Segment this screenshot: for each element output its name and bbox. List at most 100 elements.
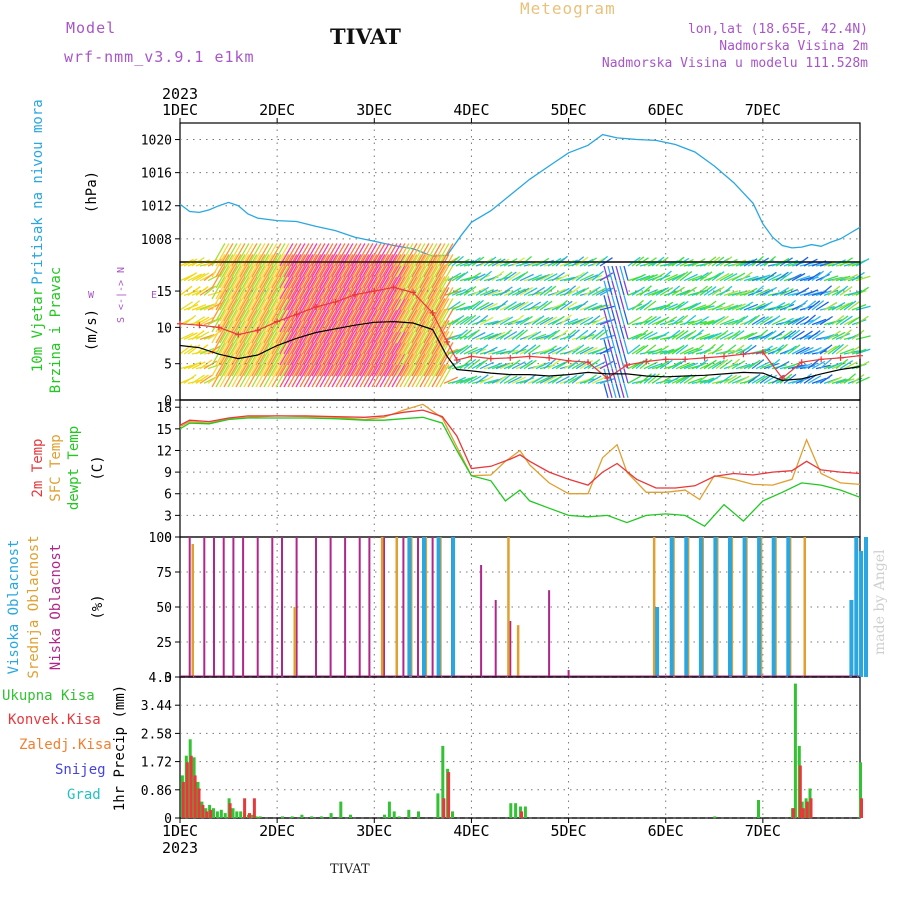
wind-barb — [263, 320, 278, 344]
wind-barb — [531, 315, 545, 326]
panel-frame — [179, 122, 861, 263]
wind-barb — [467, 375, 482, 384]
wind-barb — [807, 375, 822, 384]
wind-barb — [483, 378, 499, 384]
wind-barb — [735, 315, 749, 326]
wind-barb — [743, 287, 758, 296]
wind-barb — [647, 373, 660, 384]
wind-barb — [591, 304, 607, 311]
wind-barb — [535, 273, 550, 282]
wind-barb — [239, 265, 254, 289]
wind-barb — [315, 364, 330, 388]
wind-barb — [319, 254, 334, 278]
wind-barb — [539, 375, 554, 384]
wind-barb — [823, 301, 838, 311]
wind-barb — [307, 342, 322, 366]
wind-gust-marker — [526, 353, 533, 360]
wind-barb — [179, 285, 193, 296]
wind-barb — [467, 329, 480, 340]
wind-barb — [275, 298, 290, 322]
wind-barb — [839, 360, 854, 370]
wind-barb — [343, 298, 358, 322]
wind-barb — [595, 304, 611, 311]
time-tick-label-top: 7DEC — [745, 101, 781, 119]
wind-barb — [711, 316, 726, 326]
wind-barb — [783, 345, 797, 355]
wind-barb — [283, 364, 298, 388]
wind-barb — [787, 317, 802, 326]
wind-barb — [603, 339, 609, 354]
wind-barb — [819, 344, 833, 355]
wind-barb — [439, 254, 454, 278]
low-cloud-bar — [256, 537, 259, 677]
wind-barb — [375, 331, 390, 355]
wind-barb — [751, 285, 765, 296]
temp-tick-label: 12 — [156, 444, 172, 459]
conv-precip-bar — [442, 798, 446, 818]
wind-barb — [611, 324, 617, 340]
wind-barb — [403, 276, 418, 300]
wind-barb — [835, 315, 849, 326]
wind-barb — [495, 316, 510, 326]
wind-barb — [263, 265, 278, 289]
wind-barb — [191, 316, 206, 326]
wind-barb — [847, 345, 861, 355]
wind-barb — [559, 300, 573, 311]
low-cloud-bar — [480, 565, 483, 677]
wind-barb — [215, 309, 230, 333]
time-tick-label-top: 2DEC — [259, 101, 295, 119]
wind-barb — [731, 330, 745, 340]
wind-barb — [563, 318, 579, 326]
wind-barb — [551, 361, 566, 370]
year-label-bottom: 2023 — [162, 839, 198, 857]
wind-barb — [851, 303, 867, 311]
wind-barb — [631, 273, 646, 282]
low-cloud-bar — [548, 590, 551, 677]
wind-barb — [483, 346, 498, 355]
wind-barb — [331, 320, 346, 344]
wind-barb — [219, 276, 234, 300]
low-cloud-axis-label: Niska Oblacnost — [48, 544, 64, 670]
wind-barb — [467, 347, 483, 355]
wind-barb — [315, 342, 330, 366]
wind-barb — [511, 329, 525, 340]
wind-barb — [291, 298, 306, 322]
wind-barb — [667, 361, 682, 370]
wind-barb — [355, 309, 370, 333]
wind-barb — [823, 345, 837, 355]
wind-barb — [443, 376, 458, 384]
wind-barb — [663, 273, 678, 282]
wind-barb — [211, 276, 226, 300]
wind-barb — [227, 309, 242, 333]
wind-barb — [619, 353, 625, 369]
wind-barb — [503, 301, 517, 311]
wind-barb — [803, 258, 818, 267]
wind-barb — [707, 360, 722, 370]
wind-gust-marker — [429, 309, 436, 316]
wind-barb — [459, 358, 473, 370]
wind-barb — [215, 320, 230, 344]
wind-barb — [379, 320, 394, 344]
total-precip-bar — [223, 813, 227, 818]
wind-barb — [307, 353, 322, 377]
wind-barb — [347, 265, 362, 289]
wind-barb — [371, 353, 386, 377]
wind-barb — [827, 362, 843, 370]
wind-barb — [579, 273, 594, 282]
wind-barb — [407, 364, 422, 388]
wind-barb — [295, 276, 310, 300]
wind-barb — [743, 331, 758, 340]
wind-barb — [231, 331, 246, 355]
wind-barb — [223, 265, 238, 289]
wind-barb — [423, 254, 438, 278]
wind-barb — [571, 256, 585, 267]
wind-barb — [383, 331, 398, 355]
wind-barb — [523, 359, 537, 370]
wind-barb — [499, 361, 514, 370]
wind-barb — [287, 342, 302, 366]
wind-barb — [523, 344, 537, 355]
wind-barb — [347, 276, 362, 300]
wind-gust-marker — [604, 375, 611, 382]
wind-barb — [343, 276, 358, 300]
low-cloud-bar — [188, 537, 191, 677]
